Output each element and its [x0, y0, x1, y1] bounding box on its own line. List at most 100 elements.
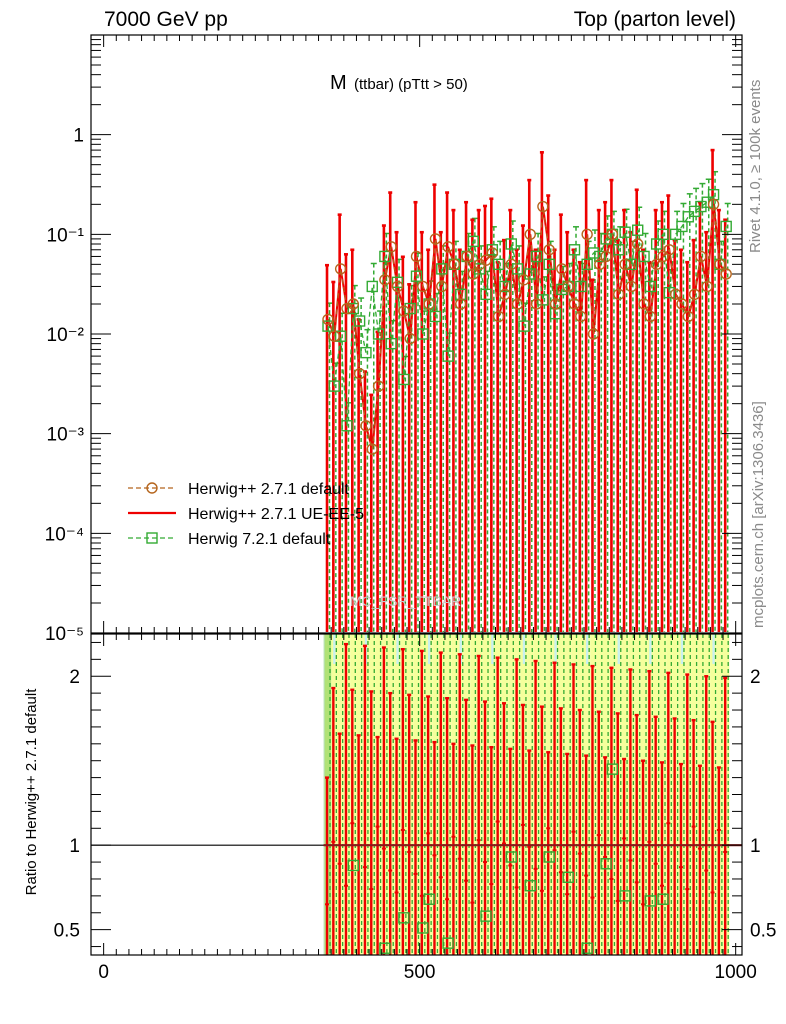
- series3-point: [543, 258, 555, 271]
- ratio-green-point: [442, 937, 454, 949]
- series3-point: [353, 315, 366, 327]
- y-tick-label: 10⁻⁵: [45, 624, 84, 645]
- series1-point: [448, 258, 461, 271]
- ratio-green-point: [398, 912, 410, 924]
- ratio-green-point: [417, 922, 429, 934]
- series1-point: [461, 250, 473, 263]
- ratio-y-tick-label: 0.5: [54, 921, 80, 942]
- series1-point: [353, 367, 366, 380]
- series2-line: [327, 204, 728, 450]
- header-left-label: 7000 GeV pp: [104, 8, 228, 31]
- series3-point: [613, 244, 625, 256]
- series1-point: [606, 228, 619, 241]
- series1-point: [360, 420, 372, 432]
- series3-point: [524, 268, 536, 280]
- series1-point: [347, 298, 359, 310]
- series1-point: [429, 233, 442, 245]
- series3-point: [518, 320, 530, 332]
- series1-point: [562, 280, 574, 293]
- ratio-green-point: [347, 859, 359, 872]
- series3-point: [385, 337, 397, 350]
- chart-watermark: MC_FSR_TTBAR: [350, 593, 461, 609]
- series3-point: [676, 220, 688, 233]
- series1-point: [644, 310, 657, 323]
- series3-point: [587, 247, 600, 259]
- series1-point: [385, 241, 397, 253]
- ratio-band-cyan: [522, 634, 526, 664]
- rivet-version-label: Rivet 4.1.0, ≥ 100k events: [747, 79, 764, 253]
- ratio-green-point: [423, 893, 435, 905]
- series3-point: [644, 280, 657, 293]
- series3-point: [436, 263, 448, 275]
- ratio-y-tick-label-right: 1: [750, 836, 761, 857]
- series1-point: [423, 298, 435, 310]
- series3-point: [492, 258, 505, 271]
- ratio-band-cyan: [680, 634, 684, 664]
- ratio-green-point: [657, 893, 669, 905]
- series1-point: [455, 298, 467, 310]
- series3-point: [429, 310, 442, 323]
- series3-point: [663, 286, 676, 299]
- ratio-band-cyan: [427, 634, 431, 664]
- series3-point: [575, 280, 587, 293]
- ratio-band-cyan: [617, 634, 620, 664]
- y-tick-label: 10⁻²: [47, 325, 85, 346]
- axes: 0 500 1000 1 10⁻¹ 10⁻² 10⁻³ 10⁻⁴ 10⁻⁵ 0.5 0.5 1 1 2 2: [45, 35, 776, 983]
- ratio-band-cyan: [712, 634, 715, 664]
- series1-point: [417, 280, 429, 293]
- ratio-series: [91, 634, 742, 955]
- ratio-green-point: [581, 942, 593, 954]
- series1-point: [701, 280, 713, 293]
- series1-point: [707, 198, 720, 211]
- series3-point: [417, 328, 429, 340]
- series1-point: [581, 228, 593, 241]
- ratio-ylabel: Ratio to Herwig++ 2.7.1 default: [23, 688, 40, 896]
- series3-point: [467, 235, 480, 248]
- ratio-band-cyan: [554, 634, 557, 664]
- series1-point: [587, 328, 600, 340]
- series1-point: [568, 298, 581, 310]
- ratio-y-tick-label-right: 0.5: [750, 921, 776, 942]
- y-tick-label: 10⁻³: [47, 425, 85, 446]
- series3-point: [486, 244, 499, 256]
- series1-point: [625, 280, 638, 293]
- series1-point: [410, 250, 423, 263]
- ratio-y-tick-label-right: 2: [750, 667, 761, 688]
- series3-point: [480, 288, 492, 301]
- series3-point: [657, 228, 669, 241]
- ratio-band-cyan: [585, 634, 589, 664]
- series1-point: [486, 247, 499, 259]
- series3-point: [720, 220, 732, 233]
- legend-marker: [146, 532, 158, 544]
- series3-point: [619, 226, 631, 238]
- series1-point: [366, 443, 378, 455]
- series1-point: [467, 268, 480, 280]
- legend-marker: [146, 482, 158, 494]
- mcplots-citation-label: mcplots.cern.ch [arXiv:1306.3436]: [750, 401, 767, 628]
- series1-point: [682, 310, 694, 323]
- x-tick-label: 0: [98, 962, 109, 983]
- series1-point: [549, 298, 562, 310]
- series1-point: [398, 305, 410, 317]
- ratio-band-cyan: [649, 634, 652, 664]
- legend-label: Herwig++ 2.7.1 UE-EE-5: [188, 506, 364, 523]
- y-tick-label: 1: [73, 126, 84, 147]
- series1-point: [657, 250, 669, 263]
- series1-point: [334, 263, 347, 275]
- series1-point: [688, 288, 701, 301]
- series3-point: [334, 330, 347, 342]
- legend-label: Herwig++ 2.7.1 default: [188, 481, 350, 498]
- series1-point: [499, 288, 511, 301]
- series3-point: [341, 420, 353, 432]
- series1-point: [594, 258, 606, 271]
- series1-point: [372, 380, 385, 392]
- series1-point: [619, 258, 631, 271]
- ratio-green-point: [600, 858, 612, 870]
- series1-point: [480, 254, 492, 266]
- series1-point: [518, 274, 530, 286]
- series3-point: [404, 302, 416, 315]
- series3-point: [328, 380, 341, 392]
- series3-point: [568, 244, 581, 256]
- main-series: [322, 148, 732, 632]
